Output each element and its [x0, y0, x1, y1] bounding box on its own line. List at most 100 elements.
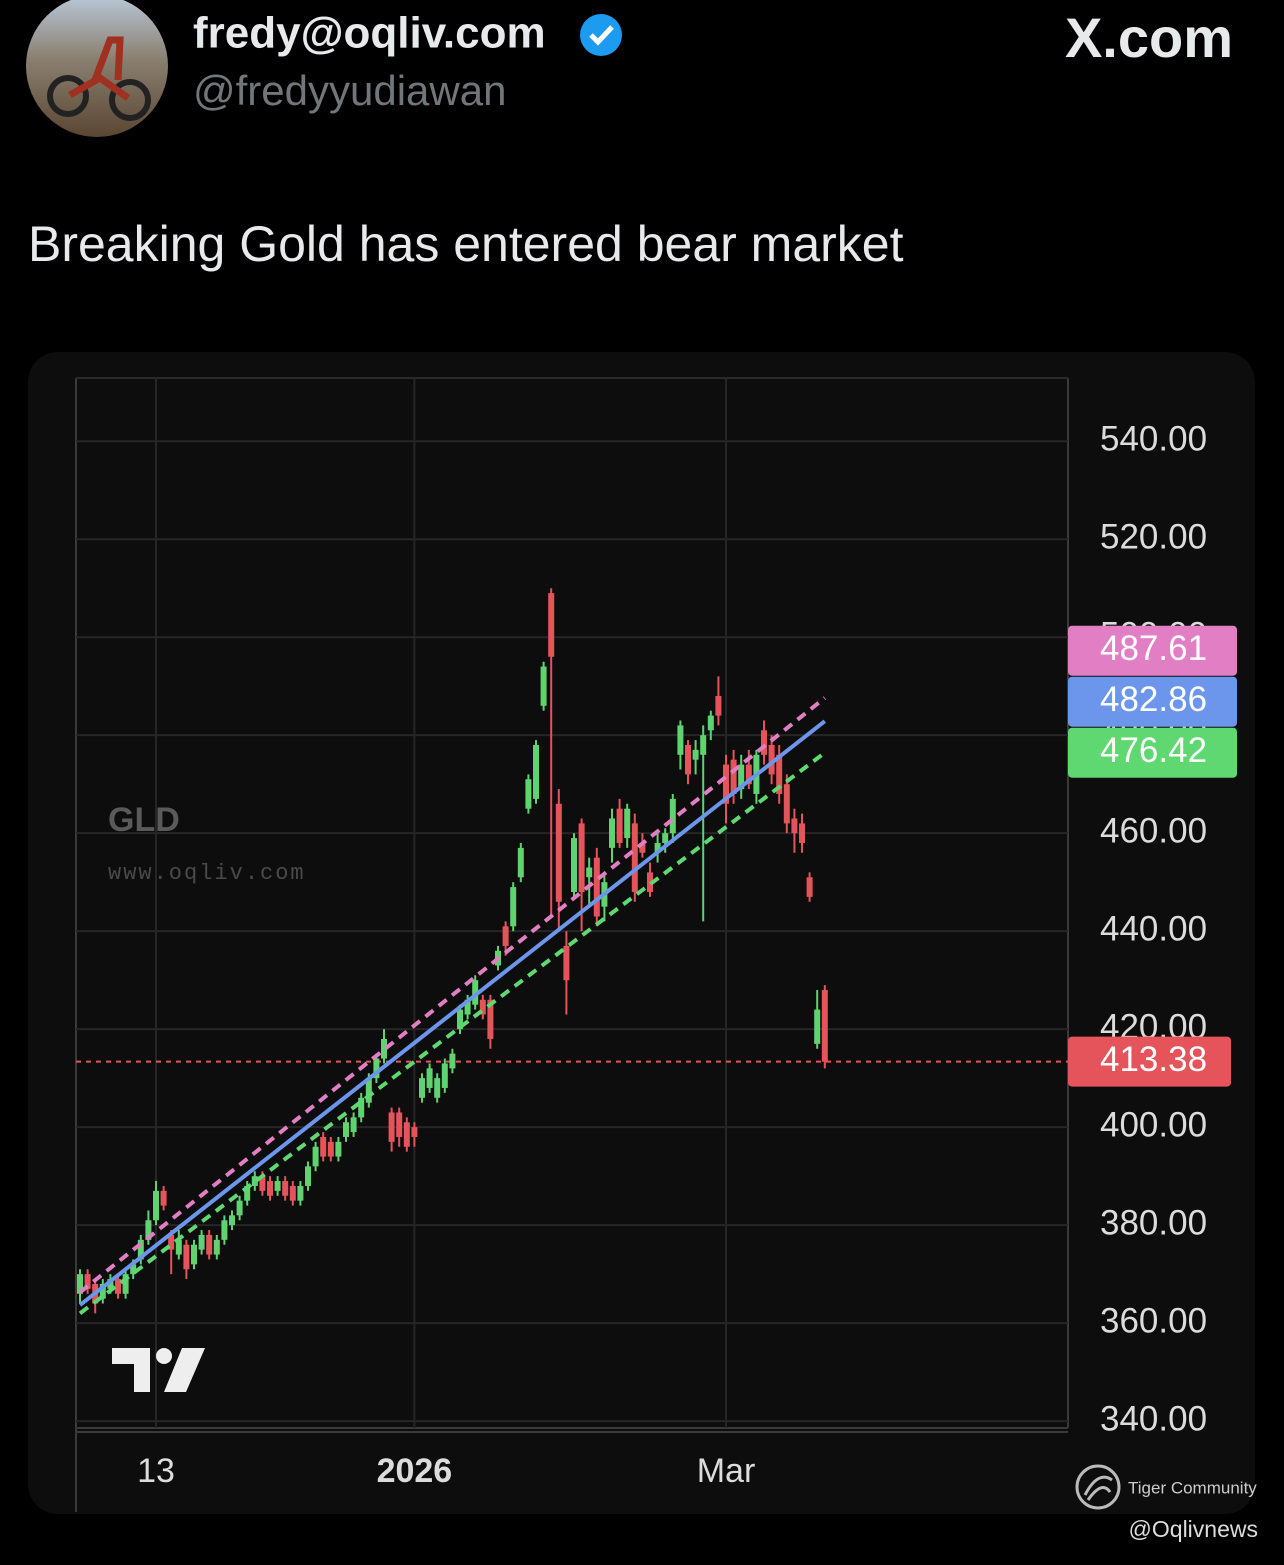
candle-body	[130, 1264, 137, 1275]
candle-body	[814, 1009, 821, 1044]
candle-body	[206, 1234, 213, 1255]
candle-body	[723, 764, 729, 804]
candle-body	[160, 1190, 167, 1206]
candle-body	[137, 1239, 144, 1260]
credit-label: @Oqlivnews	[1129, 1516, 1258, 1542]
candle-body	[77, 1274, 83, 1294]
candle-body	[692, 749, 699, 760]
site-logo: X.com	[1065, 6, 1233, 69]
candle-body	[388, 1112, 395, 1142]
candle-body	[533, 744, 539, 799]
y-tick-label: 340.00	[1100, 1399, 1207, 1438]
tradingview-logo	[112, 1348, 205, 1392]
candle-body	[472, 980, 479, 1005]
candle-body	[487, 999, 494, 1039]
candle-body	[350, 1117, 357, 1133]
candle-body	[821, 989, 828, 1062]
candle-body	[715, 695, 722, 716]
candle-body	[320, 1136, 327, 1157]
candle-body	[396, 1112, 403, 1137]
badge-check	[589, 25, 614, 46]
tweet-text: Breaking Gold has entered bear market	[28, 216, 904, 272]
user-name[interactable]: fredy@oqliv.com	[193, 9, 546, 58]
candle-body	[548, 593, 555, 657]
candle-body	[730, 759, 737, 794]
logo-part	[156, 1348, 172, 1364]
trendline	[78, 696, 827, 1294]
candle-body	[479, 999, 486, 1015]
avatar-detail	[68, 36, 131, 101]
candle-body	[662, 833, 669, 843]
candle-body	[84, 1274, 91, 1289]
candle-body	[274, 1181, 281, 1191]
candle-body	[783, 784, 790, 824]
y-tick-label: 440.00	[1100, 909, 1207, 948]
candle-body	[609, 818, 615, 848]
candle-body	[191, 1244, 197, 1265]
avatar-detail	[109, 79, 151, 121]
candle-body	[768, 744, 775, 775]
candle-body	[578, 823, 585, 892]
y-tick-label: 360.00	[1100, 1301, 1207, 1340]
avatar[interactable]	[26, 0, 168, 137]
price-tag-label: 413.38	[1100, 1040, 1207, 1079]
price-tag	[1068, 727, 1237, 778]
candle-body	[305, 1166, 311, 1186]
candle-body	[343, 1122, 349, 1137]
x-tick-label: 2026	[377, 1452, 453, 1490]
y-tick-label: 460.00	[1100, 811, 1207, 850]
icon-detail	[1083, 1475, 1113, 1501]
icon-ring	[1075, 1464, 1121, 1510]
candle-body	[510, 887, 517, 927]
candle-body	[198, 1234, 205, 1250]
candle-body	[381, 1038, 387, 1059]
candle-body	[745, 764, 752, 785]
candle-body	[175, 1239, 182, 1255]
candle-body	[411, 1127, 418, 1137]
logo-part	[164, 1348, 205, 1392]
trendline	[78, 719, 827, 1307]
candle-body	[221, 1220, 228, 1240]
candle-body	[449, 1053, 456, 1069]
candle-body	[403, 1122, 410, 1147]
price-tag	[1068, 676, 1237, 727]
candle-body	[122, 1274, 129, 1294]
y-tick-label: 520.00	[1100, 517, 1207, 556]
candle-body	[441, 1063, 448, 1088]
candle-body	[555, 803, 562, 902]
candle-body	[654, 842, 661, 853]
chart-card[interactable]	[28, 352, 1255, 1514]
price-tag-label: 482.86	[1100, 680, 1207, 719]
candle-body	[707, 715, 714, 731]
avatar-detail	[47, 75, 89, 117]
x-tick-label: Mar	[697, 1452, 756, 1490]
price-tag-label: 476.42	[1100, 731, 1207, 770]
candle-body	[761, 730, 767, 755]
candle-body	[571, 838, 577, 892]
candle-body	[639, 842, 646, 853]
candle-body	[434, 1078, 441, 1098]
candle-body	[419, 1078, 425, 1098]
candle-body	[426, 1068, 433, 1088]
candle-body	[776, 754, 783, 794]
source-label: Tiger Community	[1128, 1478, 1257, 1497]
logo-part	[112, 1348, 150, 1392]
candle-body	[282, 1181, 289, 1196]
candle-body	[259, 1176, 266, 1191]
candle-body	[502, 926, 509, 946]
candle-body	[525, 779, 532, 809]
candle-body	[99, 1283, 106, 1299]
candle-body	[738, 764, 745, 790]
price-tag-label: 487.61	[1100, 629, 1207, 668]
candle-body	[358, 1097, 365, 1118]
candle-body	[631, 823, 638, 892]
candle-body	[335, 1141, 342, 1157]
candle-body	[517, 847, 524, 878]
candle-body	[153, 1190, 159, 1221]
user-handle[interactable]: @fredyyudiawan	[193, 67, 506, 114]
candle-body	[213, 1239, 220, 1255]
candle-body	[624, 808, 631, 839]
candle-body	[685, 744, 691, 775]
candle-body	[677, 725, 684, 755]
